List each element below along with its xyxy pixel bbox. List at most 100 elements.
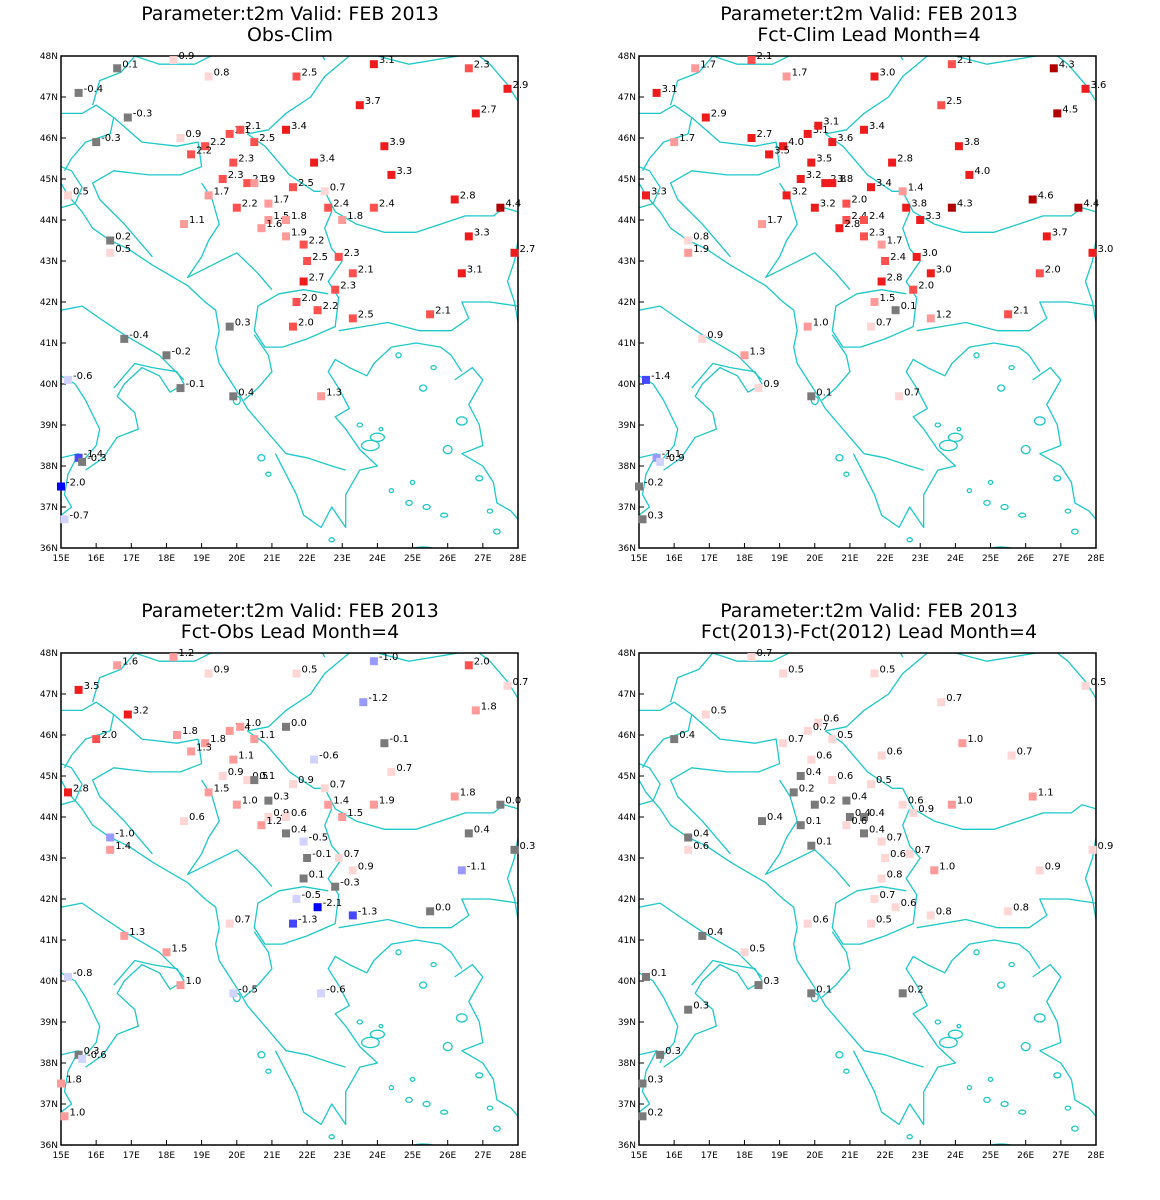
lat-tick-label: 41N bbox=[40, 936, 58, 946]
station-marker bbox=[796, 772, 805, 780]
station-marker bbox=[779, 739, 788, 748]
panel-fct-obs: Parameter:t2m Valid: FEB 2013 Fct-Obs Le… bbox=[40, 600, 536, 1161]
island bbox=[265, 471, 272, 477]
station-marker bbox=[947, 800, 956, 809]
island bbox=[493, 1125, 501, 1132]
station-marker bbox=[289, 919, 297, 928]
panel-fct2013-fct2012: Parameter:t2m Valid: FEB 2013 Fct(2013)-… bbox=[618, 600, 1114, 1161]
station-marker bbox=[324, 800, 333, 809]
station-value-label: 3.3 bbox=[651, 186, 667, 197]
station-marker bbox=[891, 903, 900, 912]
island bbox=[956, 426, 962, 432]
station-value-label: 2.9 bbox=[513, 80, 529, 91]
station-marker bbox=[176, 981, 185, 990]
island bbox=[1033, 1013, 1046, 1023]
coastline bbox=[61, 104, 115, 172]
lat-tick-label: 38N bbox=[618, 462, 636, 472]
station-marker bbox=[92, 735, 101, 744]
lon-tick-label: 24E bbox=[369, 554, 386, 564]
station-marker bbox=[180, 817, 188, 826]
station-marker bbox=[947, 60, 956, 69]
lon-tick-label: 25E bbox=[982, 554, 999, 564]
station-marker bbox=[1035, 269, 1044, 278]
island bbox=[987, 1076, 994, 1083]
station-value-label: 0.6 bbox=[837, 771, 853, 782]
station-value-label: 0.1 bbox=[901, 301, 917, 312]
station-value-label: 2.2 bbox=[309, 236, 325, 247]
lat-tick-label: 43N bbox=[618, 257, 636, 267]
station-value-label: 3.6 bbox=[837, 133, 853, 144]
station-value-label: 0.4 bbox=[474, 824, 490, 835]
station-marker bbox=[106, 845, 115, 854]
station-marker bbox=[320, 784, 329, 793]
station-value-label: 1.9 bbox=[291, 227, 307, 238]
station-value-label: -0.1 bbox=[389, 734, 409, 745]
station-value-label: -1.3 bbox=[358, 906, 378, 917]
station-value-label: 1.3 bbox=[750, 346, 766, 357]
station-value-label: 0.6 bbox=[908, 796, 924, 807]
station-value-label: 0.3 bbox=[520, 841, 536, 852]
station-value-label: 2.5 bbox=[946, 96, 962, 107]
station-marker bbox=[902, 203, 911, 212]
lat-tick-label: 40N bbox=[40, 977, 58, 987]
station-value-label: 3.1 bbox=[379, 55, 395, 66]
station-value-label: 0.5 bbox=[115, 244, 131, 255]
station-marker bbox=[187, 747, 196, 756]
station-marker bbox=[652, 88, 661, 97]
lon-tick-label: 15E bbox=[630, 554, 647, 564]
lat-tick-label: 48N bbox=[40, 649, 58, 659]
station-value-label: -2.0 bbox=[66, 478, 86, 489]
station-marker bbox=[201, 739, 210, 748]
station-marker bbox=[747, 56, 756, 65]
coastline bbox=[243, 334, 273, 401]
lat-tick-label: 37N bbox=[618, 503, 636, 513]
station-value-label: -0.6 bbox=[87, 1050, 107, 1061]
station-value-label: 0.2 bbox=[799, 783, 815, 794]
lon-tick-label: 23E bbox=[912, 554, 929, 564]
station-value-label: 2.1 bbox=[957, 55, 973, 66]
station-marker bbox=[845, 813, 854, 821]
station-value-label: -2.1 bbox=[323, 898, 343, 909]
lon-tick-label: 27E bbox=[474, 554, 491, 564]
station-marker bbox=[638, 1079, 647, 1088]
station-marker bbox=[64, 788, 72, 797]
station-value-label: 1.8 bbox=[182, 726, 198, 737]
lat-tick-label: 46N bbox=[618, 731, 636, 741]
coastline bbox=[639, 763, 661, 806]
station-value-label: 0.2 bbox=[820, 796, 836, 807]
station-value-label: 1.8 bbox=[460, 788, 476, 799]
station-marker bbox=[810, 800, 819, 809]
lat-tick-label: 45N bbox=[40, 772, 58, 782]
station-value-label: 0.5 bbox=[788, 665, 804, 676]
station-value-label: 0.6 bbox=[693, 841, 709, 852]
island bbox=[843, 1068, 850, 1074]
station-value-label: 1.3 bbox=[129, 927, 145, 938]
station-value-label: -0.2 bbox=[172, 346, 192, 357]
lon-tick-label: 28E bbox=[1087, 554, 1104, 564]
station-marker bbox=[348, 269, 357, 278]
island bbox=[356, 1019, 364, 1025]
station-marker bbox=[642, 375, 650, 384]
island bbox=[947, 1029, 964, 1040]
station-value-label: 1.0 bbox=[245, 718, 261, 729]
station-value-label: 3.0 bbox=[1098, 244, 1114, 255]
station-value-label: 4.0 bbox=[788, 137, 804, 148]
station-value-label: 0.6 bbox=[291, 808, 307, 819]
station-value-label: 1.8 bbox=[291, 211, 307, 222]
lon-tick-label: 20E bbox=[228, 1151, 245, 1161]
station-value-label: 3.2 bbox=[820, 199, 836, 210]
island bbox=[1020, 1041, 1031, 1052]
island bbox=[1064, 1105, 1072, 1111]
station-value-label: 2.7 bbox=[481, 104, 497, 115]
island bbox=[475, 1072, 484, 1079]
station-marker bbox=[225, 919, 234, 928]
station-value-label: 0.9 bbox=[298, 775, 314, 786]
lon-tick-label: 23E bbox=[334, 1151, 351, 1161]
station-value-label: 2.0 bbox=[298, 318, 314, 329]
lat-tick-label: 41N bbox=[618, 339, 636, 349]
coastline bbox=[669, 653, 904, 703]
lat-tick-label: 45N bbox=[618, 772, 636, 782]
station-marker bbox=[926, 314, 935, 323]
station-value-label: 0.8 bbox=[936, 906, 952, 917]
island bbox=[1000, 1100, 1009, 1108]
